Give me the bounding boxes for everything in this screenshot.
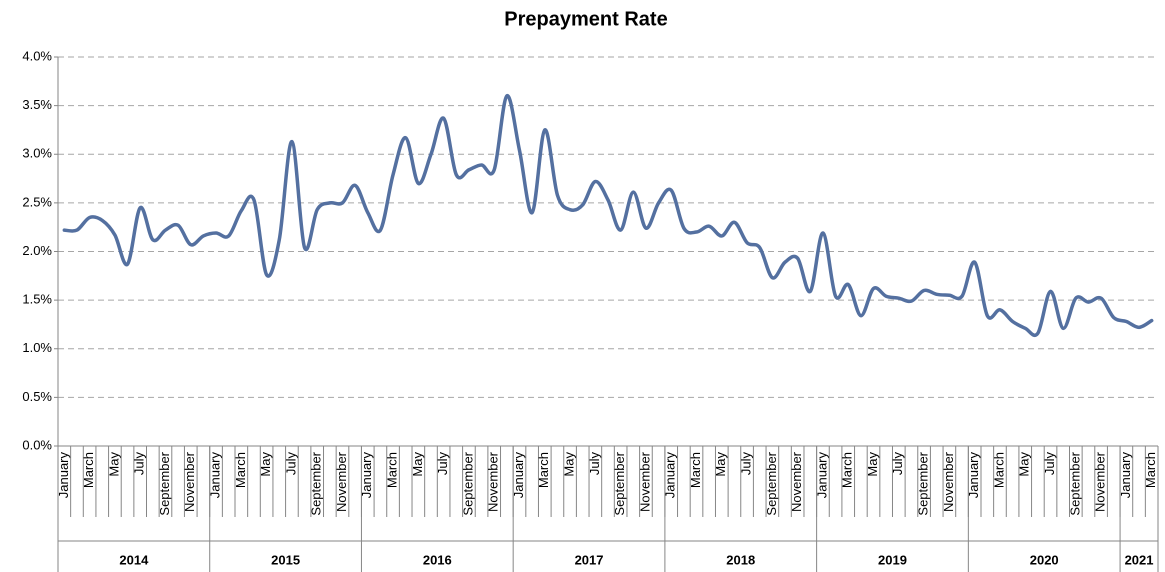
y-tick-label: 1.0% bbox=[22, 340, 52, 355]
x-tick-label: March bbox=[991, 452, 1006, 488]
group-label: 2019 bbox=[878, 552, 907, 567]
group-label: 2016 bbox=[423, 552, 452, 567]
x-tick-label: May bbox=[865, 452, 880, 477]
x-tick-label: March bbox=[688, 452, 703, 488]
y-tick-label: 1.5% bbox=[22, 292, 52, 307]
x-tick-label: November bbox=[182, 451, 197, 512]
y-tick-label: 0.0% bbox=[22, 437, 52, 452]
x-tick-label: September bbox=[309, 451, 324, 515]
x-tick-label: January bbox=[966, 452, 981, 499]
x-tick-label: July bbox=[739, 452, 754, 476]
x-tick-label: January bbox=[359, 452, 374, 499]
group-label: 2017 bbox=[575, 552, 604, 567]
x-tick-label: July bbox=[587, 452, 602, 476]
x-tick-label: September bbox=[612, 451, 627, 515]
x-tick-label: July bbox=[283, 452, 298, 476]
x-tick-label: September bbox=[157, 451, 172, 515]
x-tick-label: January bbox=[511, 452, 526, 499]
x-tick-label: November bbox=[334, 451, 349, 512]
y-tick-label: 0.5% bbox=[22, 389, 52, 404]
x-tick-label: September bbox=[1067, 451, 1082, 515]
x-tick-label: January bbox=[1118, 452, 1133, 499]
series-line bbox=[62, 94, 1154, 337]
x-tick-label: March bbox=[384, 452, 399, 488]
x-tick-label: November bbox=[789, 451, 804, 512]
x-tick-label: November bbox=[486, 451, 501, 512]
x-tick-label: July bbox=[435, 452, 450, 476]
x-tick-label: March bbox=[536, 452, 551, 488]
group-label: 2021 bbox=[1125, 552, 1154, 567]
x-tick-label: July bbox=[1042, 452, 1057, 476]
x-tick-label: March bbox=[81, 452, 96, 488]
x-tick-label: July bbox=[132, 452, 147, 476]
x-tick-label: May bbox=[1017, 452, 1032, 477]
x-tick-label: January bbox=[56, 452, 71, 499]
x-tick-label: September bbox=[764, 451, 779, 515]
chart-title: Prepayment Rate bbox=[504, 8, 667, 30]
x-tick-label: May bbox=[106, 452, 121, 477]
x-tick-label: January bbox=[814, 452, 829, 499]
y-tick-label: 3.5% bbox=[22, 97, 52, 112]
x-tick-label: March bbox=[233, 452, 248, 488]
y-tick-label: 3.0% bbox=[22, 146, 52, 161]
y-tick-label: 2.5% bbox=[22, 194, 52, 209]
x-tick-label: May bbox=[258, 452, 273, 477]
x-tick-label: January bbox=[207, 452, 222, 499]
y-tick-label: 4.0% bbox=[22, 48, 52, 63]
x-tick-label: November bbox=[637, 451, 652, 512]
x-tick-label: January bbox=[663, 452, 678, 499]
y-tick-label: 2.0% bbox=[22, 243, 52, 258]
x-tick-label: May bbox=[713, 452, 728, 477]
group-label: 2014 bbox=[119, 552, 149, 567]
x-tick-label: May bbox=[562, 452, 577, 477]
x-tick-label: September bbox=[916, 451, 931, 515]
x-tick-label: September bbox=[460, 451, 475, 515]
x-tick-label: May bbox=[410, 452, 425, 477]
group-label: 2020 bbox=[1030, 552, 1059, 567]
x-tick-label: March bbox=[1143, 452, 1158, 488]
x-tick-label: March bbox=[840, 452, 855, 488]
x-tick-label: November bbox=[941, 451, 956, 512]
group-label: 2018 bbox=[726, 552, 755, 567]
group-label: 2015 bbox=[271, 552, 300, 567]
x-tick-label: July bbox=[890, 452, 905, 476]
x-tick-label: November bbox=[1093, 451, 1108, 512]
